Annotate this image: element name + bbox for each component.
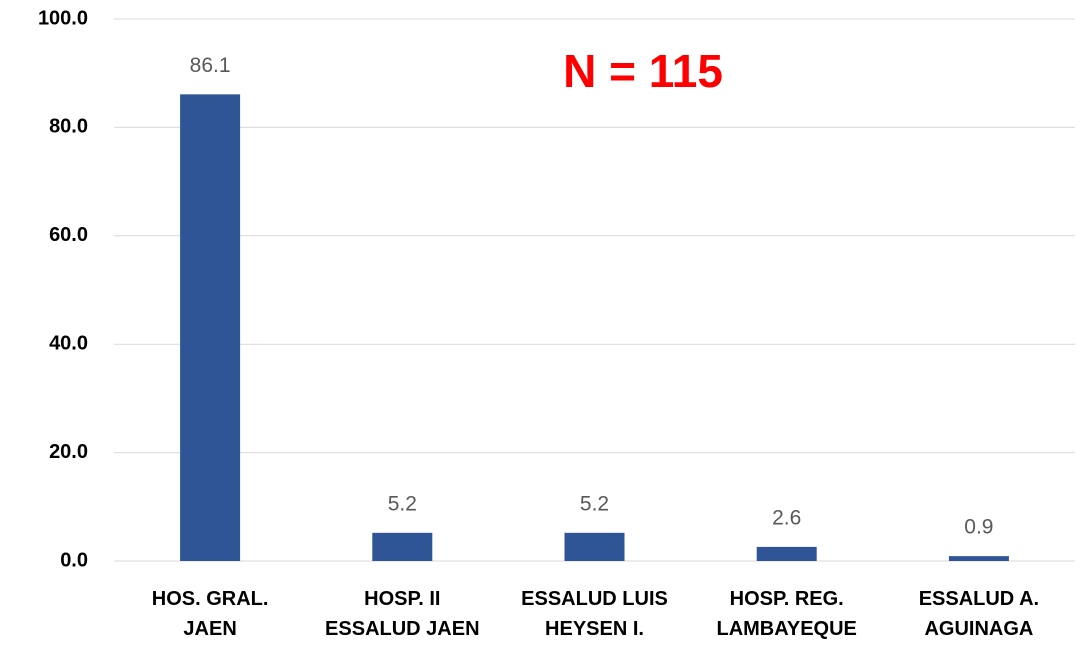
value-label: 5.2: [388, 492, 417, 515]
bar: [756, 546, 817, 561]
x-tick-label: ESSALUD LUIS HEYSEN I.: [521, 588, 668, 640]
x-tick-label: ESSALUD A. AGUINAGA: [918, 588, 1040, 640]
value-label: 0.9: [964, 516, 993, 539]
bar: [948, 556, 1009, 561]
y-tick-label: 80.0: [49, 116, 88, 138]
annotation: N = 115: [563, 45, 723, 97]
x-tick-label: HOS. GRAL. JAEN: [151, 588, 269, 640]
value-label: 2.6: [772, 506, 801, 529]
bar: [564, 532, 625, 561]
x-tick-label: HOSP. REG. LAMBAYEQUE: [716, 588, 857, 640]
y-tick-label: 20.0: [49, 441, 88, 463]
bar: [372, 532, 433, 561]
y-tick-label: 0.0: [60, 549, 88, 571]
value-label: 5.2: [580, 492, 609, 515]
x-tick-label: HOSP. II ESSALUD JAEN: [325, 588, 480, 640]
y-tick-label: 40.0: [49, 332, 88, 354]
value-label: 86.1: [190, 54, 231, 77]
y-tick-label: 60.0: [49, 224, 88, 246]
y-tick-label: 100.0: [38, 7, 88, 29]
bar: [180, 94, 241, 561]
